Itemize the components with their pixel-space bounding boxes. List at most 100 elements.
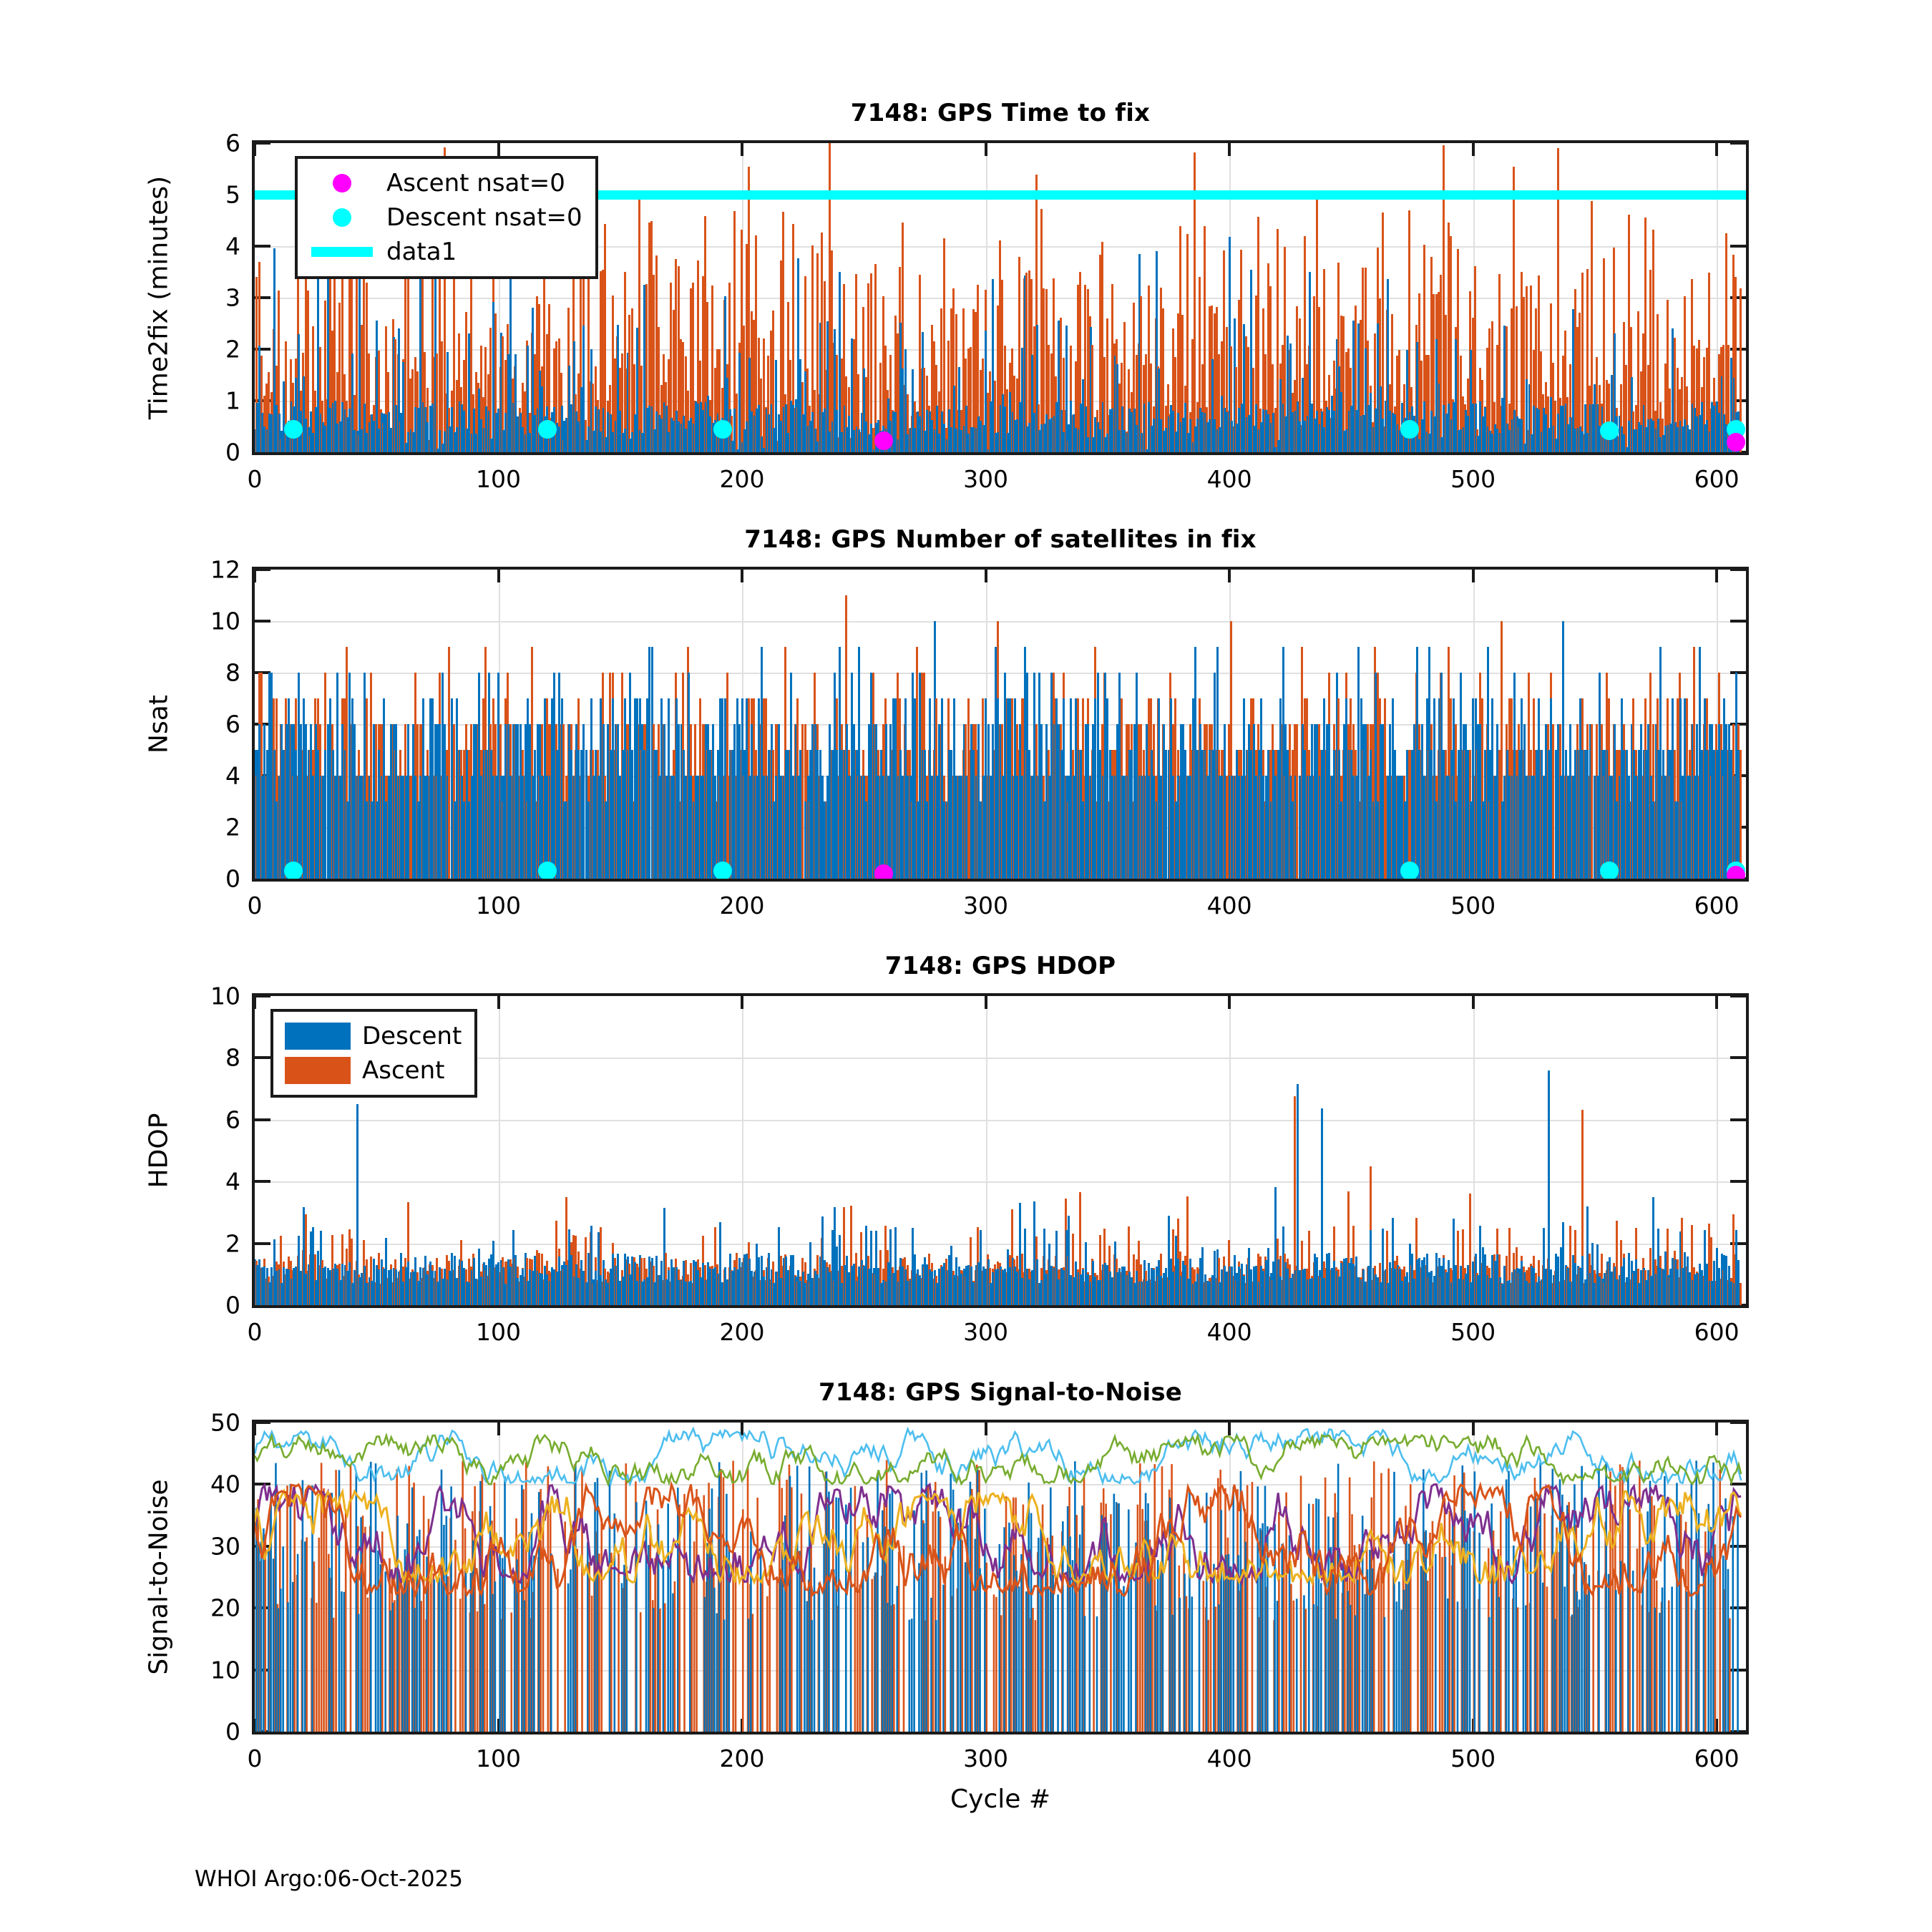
data-bar [580, 1259, 582, 1305]
data-bar [1128, 750, 1131, 879]
data-bar [948, 1255, 951, 1305]
panel1-axes [252, 140, 1749, 455]
data-bar [1233, 318, 1236, 452]
data-bar [1683, 296, 1686, 452]
data-bar [324, 750, 327, 879]
data-bar [1674, 422, 1677, 452]
data-bar [546, 776, 549, 879]
data-bar [1045, 288, 1048, 452]
data-bar [1449, 235, 1452, 452]
data-bar [1240, 403, 1243, 452]
data-bar [383, 698, 386, 879]
data-bar [567, 1229, 570, 1305]
data-bar [703, 216, 706, 452]
data-bar [1179, 421, 1182, 452]
legend-entry[interactable]: data1 [308, 235, 582, 269]
data-bar [1228, 776, 1231, 879]
data-bar [1186, 1196, 1189, 1305]
data-bar [455, 380, 458, 452]
data-bar [645, 283, 648, 452]
data-bar [1370, 750, 1372, 879]
data-bar [1028, 1279, 1031, 1305]
data-bar [872, 1267, 875, 1305]
data-bar [1055, 698, 1058, 879]
data-bar [600, 698, 602, 879]
data-bar [1486, 647, 1489, 879]
data-bar [972, 308, 975, 452]
data-bar [426, 1274, 429, 1305]
data-bar [950, 1246, 953, 1305]
data-bar [1639, 371, 1642, 452]
data-bar [1613, 333, 1616, 452]
data-bar [580, 750, 582, 879]
data-bar [1538, 1276, 1541, 1305]
y-tick-label: 2 [225, 1229, 240, 1258]
data-bar [896, 333, 899, 452]
data-bar [1272, 364, 1274, 452]
data-bar [1138, 1282, 1141, 1305]
legend-entry[interactable]: Descent [283, 1019, 462, 1053]
data-bar [741, 698, 743, 879]
data-bar [1333, 750, 1336, 879]
data-bar [1360, 1279, 1362, 1305]
data-bar [748, 776, 751, 879]
data-bar [1262, 308, 1264, 452]
data-bar [1440, 275, 1443, 452]
data-bar [680, 724, 683, 879]
data-bar [377, 351, 380, 452]
data-bar [714, 420, 717, 452]
data-bar [609, 414, 612, 452]
x-tick-label: 600 [1694, 1745, 1740, 1772]
data-bar [816, 253, 819, 452]
data-bar [892, 698, 894, 879]
data-bar [607, 412, 610, 452]
data-bar [726, 673, 728, 879]
data-bar [853, 1264, 856, 1305]
data-bar [531, 776, 534, 879]
data-bar [1169, 1258, 1172, 1305]
data-bar [1103, 356, 1106, 452]
data-bar [1294, 410, 1297, 452]
legend-entry[interactable]: Descent nsat=0 [308, 200, 582, 235]
data-bar [970, 1267, 972, 1305]
legend-label: Ascent [362, 1056, 445, 1085]
data-bar [850, 1266, 853, 1305]
data-bar [1279, 1277, 1282, 1305]
data-bar [789, 1255, 792, 1305]
data-bar [970, 426, 972, 452]
data-bar [1306, 416, 1309, 452]
data-bar [1418, 750, 1421, 879]
data-bar [1503, 776, 1506, 879]
data-bar [768, 750, 771, 879]
data-bar [824, 1259, 826, 1305]
data-bar [814, 428, 816, 452]
data-bar [638, 430, 641, 452]
data-bar [914, 698, 917, 879]
data-bar [1403, 801, 1406, 879]
data-bar [1511, 419, 1513, 452]
data-bar [1435, 339, 1438, 452]
data-bar [514, 354, 517, 452]
data-bar [756, 1244, 758, 1305]
data-bar [1576, 1265, 1579, 1305]
data-bar [926, 409, 929, 452]
data-bar [838, 1235, 841, 1305]
data-bar [1664, 1252, 1667, 1305]
legend-entry[interactable]: Ascent [283, 1053, 462, 1088]
data-bar [1628, 420, 1631, 452]
data-bar [1143, 1259, 1146, 1305]
data-bar [278, 776, 280, 879]
data-bar [368, 422, 371, 452]
x-tick-label: 0 [247, 1745, 263, 1772]
legend-entry[interactable]: Ascent nsat=0 [308, 166, 582, 200]
data-bar [1342, 431, 1345, 452]
data-bar [536, 408, 539, 452]
data-bar [709, 750, 712, 879]
data-bar [338, 1280, 341, 1305]
y-tick-label: 2 [225, 335, 240, 364]
data-bar [1640, 1269, 1643, 1305]
data-bar [395, 724, 398, 879]
data-bar [560, 1265, 563, 1305]
data-bar [948, 750, 951, 879]
data-bar [348, 1262, 351, 1305]
